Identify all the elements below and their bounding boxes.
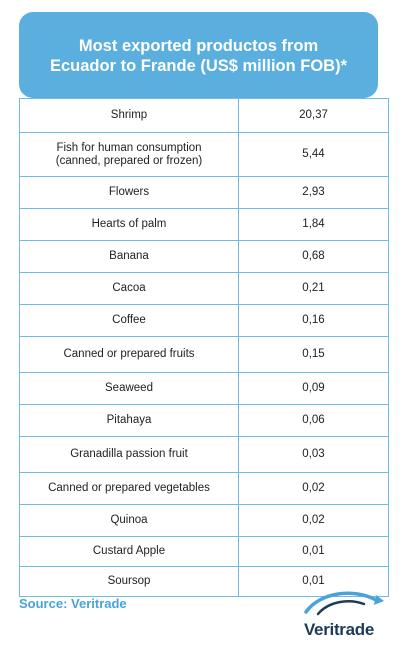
product-cell: Coffee [19,304,239,337]
table-row: Granadilla passion fruit 0,03 [19,436,389,473]
value-cell: 0,02 [238,472,389,505]
product-cell: Fish for human consumption (canned, prep… [19,132,239,177]
logo-swoosh-icon [304,591,384,616]
table-header: Most exported productos from Ecuador to … [19,12,378,98]
table-row: Flowers 2,93 [19,176,389,209]
product-cell: Seaweed [19,372,239,405]
table-row: Custard Apple 0,01 [19,536,389,567]
table-row: Pitahaya 0,06 [19,404,389,437]
product-cell: Soursop [19,566,239,597]
veritrade-logo: Veritrade [292,586,386,644]
value-cell: 0,01 [238,566,389,597]
value-cell: 0,06 [238,404,389,437]
product-cell: Hearts of palm [19,208,239,241]
table-row: Banana 0,68 [19,240,389,273]
product-cell: Shrimp [19,98,239,133]
product-cell: Cacoa [19,272,239,305]
table-row: Quinoa 0,02 [19,504,389,537]
table-row: Coffee 0,16 [19,304,389,337]
table-row: Fish for human consumption (canned, prep… [19,132,389,177]
product-cell: Canned or prepared fruits [19,336,239,373]
table-row: Canned or prepared vegetables 0,02 [19,472,389,505]
product-cell: Canned or prepared vegetables [19,472,239,505]
value-cell: 0,15 [238,336,389,373]
value-cell: 20,37 [238,98,389,133]
product-cell: Granadilla passion fruit [19,436,239,473]
value-cell: 0,21 [238,272,389,305]
table-row: Canned or prepared fruits 0,15 [19,336,389,373]
product-cell: Flowers [19,176,239,209]
table-title: Most exported productos from Ecuador to … [49,37,348,75]
source-label: Source: Veritrade [19,596,127,611]
table-row: Hearts of palm 1,84 [19,208,389,241]
value-cell: 2,93 [238,176,389,209]
value-cell: 0,16 [238,304,389,337]
value-cell: 0,02 [238,504,389,537]
product-cell: Pitahaya [19,404,239,437]
product-cell: Banana [19,240,239,273]
value-cell: 0,09 [238,372,389,405]
product-cell: Custard Apple [19,536,239,567]
table-row: Soursop 0,01 [19,566,389,597]
value-cell: 1,84 [238,208,389,241]
value-cell: 0,68 [238,240,389,273]
exports-table: Shrimp 20,37 Fish for human consumption (c… [19,98,389,597]
value-cell: 0,01 [238,536,389,567]
value-cell: 0,03 [238,436,389,473]
table-row: Seaweed 0,09 [19,372,389,405]
logo-text: Veritrade [303,620,375,639]
table-row: Shrimp 20,37 [19,98,389,133]
value-cell: 5,44 [238,132,389,177]
product-cell: Quinoa [19,504,239,537]
exports-table-card: Most exported productos from Ecuador to … [19,12,389,597]
table-row: Cacoa 0,21 [19,272,389,305]
